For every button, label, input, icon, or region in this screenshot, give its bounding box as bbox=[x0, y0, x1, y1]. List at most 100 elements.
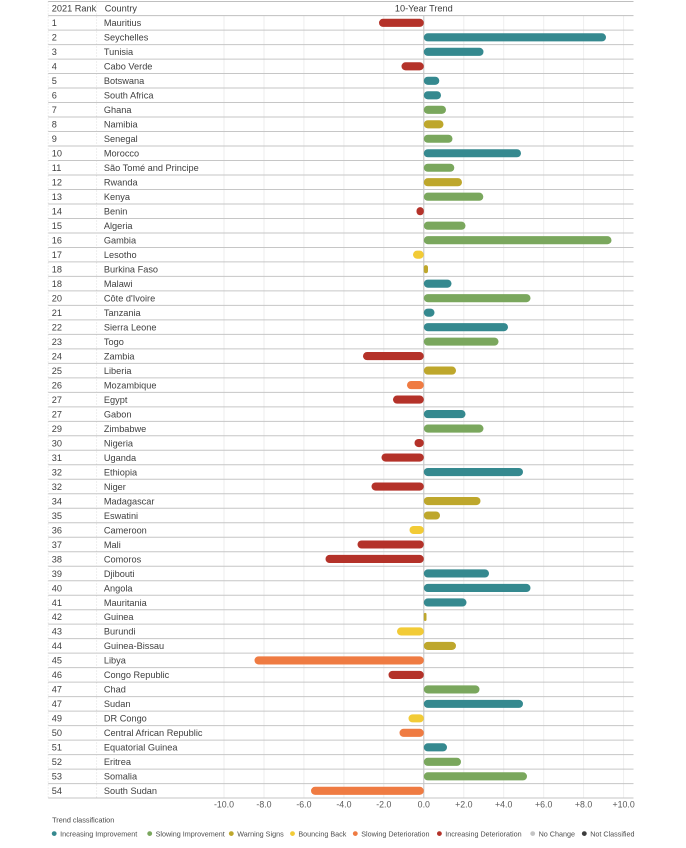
svg-text:27: 27 bbox=[52, 395, 62, 405]
svg-text:+10.0: +10.0 bbox=[612, 800, 634, 810]
svg-text:Cabo Verde: Cabo Verde bbox=[104, 62, 153, 72]
svg-text:Gambia: Gambia bbox=[104, 236, 137, 246]
svg-text:-2.0: -2.0 bbox=[376, 800, 391, 810]
svg-text:32: 32 bbox=[52, 467, 62, 477]
svg-text:+2.0: +2.0 bbox=[455, 800, 472, 810]
svg-text:17: 17 bbox=[52, 250, 62, 260]
svg-text:24: 24 bbox=[52, 351, 62, 361]
svg-text:South Sudan: South Sudan bbox=[104, 786, 157, 796]
svg-text:Seychelles: Seychelles bbox=[104, 33, 149, 43]
svg-text:Zambia: Zambia bbox=[104, 351, 136, 361]
svg-text:Togo: Togo bbox=[104, 337, 124, 347]
svg-text:15: 15 bbox=[52, 221, 62, 231]
svg-text:Uganda: Uganda bbox=[104, 453, 137, 463]
svg-text:Sudan: Sudan bbox=[104, 699, 131, 709]
svg-text:Congo Republic: Congo Republic bbox=[104, 670, 170, 680]
svg-text:Bouncing Back: Bouncing Back bbox=[298, 829, 346, 838]
svg-text:6: 6 bbox=[52, 91, 57, 101]
svg-text:São Tomé and Principe: São Tomé and Principe bbox=[104, 163, 199, 173]
svg-text:-8.0: -8.0 bbox=[256, 800, 271, 810]
svg-text:25: 25 bbox=[52, 366, 62, 376]
svg-text:Niger: Niger bbox=[104, 482, 126, 492]
svg-text:51: 51 bbox=[52, 743, 62, 753]
svg-text:Ghana: Ghana bbox=[104, 105, 132, 115]
svg-text:Slowing Deterioration: Slowing Deterioration bbox=[361, 829, 429, 838]
svg-text:Botswana: Botswana bbox=[104, 76, 145, 86]
svg-text:Egypt: Egypt bbox=[104, 395, 128, 405]
svg-text:Djibouti: Djibouti bbox=[104, 569, 135, 579]
svg-text:8: 8 bbox=[52, 120, 57, 130]
svg-text:46: 46 bbox=[52, 670, 62, 680]
svg-text:45: 45 bbox=[52, 656, 62, 666]
svg-text:47: 47 bbox=[52, 699, 62, 709]
svg-text:Gabon: Gabon bbox=[104, 409, 132, 419]
svg-text:27: 27 bbox=[52, 409, 62, 419]
svg-text:Chad: Chad bbox=[104, 685, 126, 695]
svg-text:Mozambique: Mozambique bbox=[104, 380, 157, 390]
svg-text:Mali: Mali bbox=[104, 540, 121, 550]
svg-text:5: 5 bbox=[52, 76, 57, 86]
svg-text:No Change: No Change bbox=[539, 829, 575, 838]
svg-text:Burundi: Burundi bbox=[104, 627, 136, 637]
svg-text:22: 22 bbox=[52, 322, 62, 332]
svg-text:Namibia: Namibia bbox=[104, 120, 139, 130]
svg-text:Angola: Angola bbox=[104, 583, 133, 593]
svg-text:DR Congo: DR Congo bbox=[104, 714, 147, 724]
svg-text:18: 18 bbox=[52, 264, 62, 274]
svg-text:Benin: Benin bbox=[104, 207, 128, 217]
svg-text:-4.0: -4.0 bbox=[336, 800, 351, 810]
svg-text:Guinea: Guinea bbox=[104, 612, 135, 622]
svg-text:Increasing Improvement: Increasing Improvement bbox=[60, 829, 137, 838]
svg-text:Guinea-Bissau: Guinea-Bissau bbox=[104, 641, 164, 651]
svg-text:Mauritania: Mauritania bbox=[104, 598, 148, 608]
svg-text:Increasing Deterioration: Increasing Deterioration bbox=[445, 829, 521, 838]
svg-text:2: 2 bbox=[52, 33, 57, 43]
svg-text:-10.0: -10.0 bbox=[214, 800, 234, 810]
svg-text:Comoros: Comoros bbox=[104, 554, 142, 564]
svg-text:40: 40 bbox=[52, 583, 62, 593]
svg-text:Tunisia: Tunisia bbox=[104, 47, 134, 57]
svg-text:53: 53 bbox=[52, 772, 62, 782]
svg-text:1: 1 bbox=[52, 18, 57, 28]
svg-text:7: 7 bbox=[52, 105, 57, 115]
svg-text:South Africa: South Africa bbox=[104, 91, 154, 101]
svg-text:+4.0: +4.0 bbox=[495, 800, 512, 810]
svg-text:23: 23 bbox=[52, 337, 62, 347]
svg-text:41: 41 bbox=[52, 598, 62, 608]
svg-text:Trend classification: Trend classification bbox=[52, 815, 114, 824]
svg-text:Rwanda: Rwanda bbox=[104, 178, 139, 188]
svg-text:30: 30 bbox=[52, 438, 62, 448]
svg-text:Central African Republic: Central African Republic bbox=[104, 728, 203, 738]
svg-text:10-Year Trend: 10-Year Trend bbox=[395, 4, 453, 14]
svg-text:Eswatini: Eswatini bbox=[104, 511, 138, 521]
svg-text:Morocco: Morocco bbox=[104, 149, 139, 159]
svg-text:Kenya: Kenya bbox=[104, 192, 131, 202]
svg-text:Slowing Improvement: Slowing Improvement bbox=[156, 829, 225, 838]
svg-text:35: 35 bbox=[52, 511, 62, 521]
svg-text:3: 3 bbox=[52, 47, 57, 57]
svg-text:39: 39 bbox=[52, 569, 62, 579]
svg-text:Algeria: Algeria bbox=[104, 221, 133, 231]
svg-text:26: 26 bbox=[52, 380, 62, 390]
svg-text:Liberia: Liberia bbox=[104, 366, 132, 376]
svg-text:13: 13 bbox=[52, 192, 62, 202]
svg-text:20: 20 bbox=[52, 293, 62, 303]
svg-text:29: 29 bbox=[52, 424, 62, 434]
svg-text:38: 38 bbox=[52, 554, 62, 564]
svg-text:Côte d'Ivoire: Côte d'Ivoire bbox=[104, 293, 155, 303]
svg-text:Madagascar: Madagascar bbox=[104, 496, 155, 506]
svg-text:37: 37 bbox=[52, 540, 62, 550]
svg-text:+6.0: +6.0 bbox=[535, 800, 552, 810]
svg-text:Ethiopia: Ethiopia bbox=[104, 467, 138, 477]
svg-text:Sierra Leone: Sierra Leone bbox=[104, 322, 157, 332]
svg-text:Burkina Faso: Burkina Faso bbox=[104, 264, 158, 274]
svg-text:32: 32 bbox=[52, 482, 62, 492]
svg-text:Mauritius: Mauritius bbox=[104, 18, 142, 28]
svg-text:4: 4 bbox=[52, 62, 57, 72]
svg-text:Nigeria: Nigeria bbox=[104, 438, 134, 448]
svg-text:16: 16 bbox=[52, 236, 62, 246]
svg-text:14: 14 bbox=[52, 207, 62, 217]
svg-text:Zimbabwe: Zimbabwe bbox=[104, 424, 146, 434]
svg-text:21: 21 bbox=[52, 308, 62, 318]
svg-text:11: 11 bbox=[52, 163, 62, 173]
